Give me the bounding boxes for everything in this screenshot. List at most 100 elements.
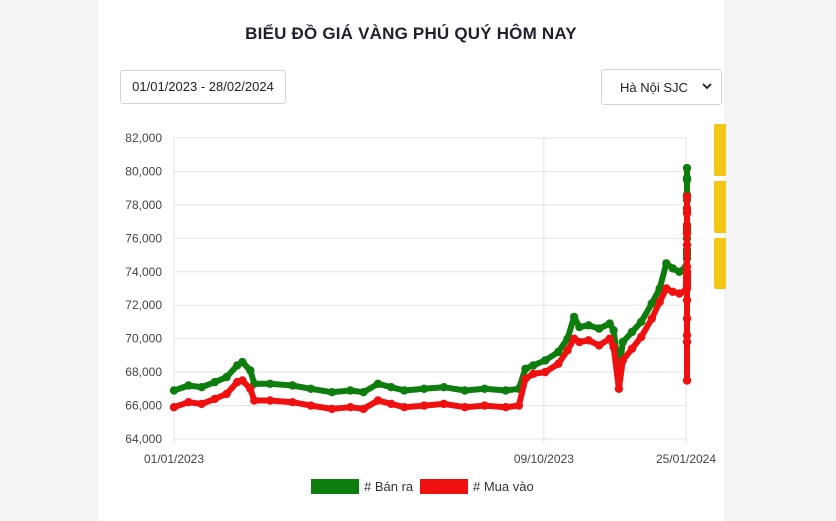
legend-item[interactable]: # Bán ra xyxy=(311,479,414,494)
data-point xyxy=(210,377,219,387)
data-point xyxy=(439,399,448,409)
chevron-down-icon xyxy=(702,83,712,90)
data-point xyxy=(647,299,656,308)
data-point xyxy=(169,403,179,412)
data-point xyxy=(618,337,627,347)
side-tab-1[interactable] xyxy=(714,124,726,176)
y-tick-label: 72,000 xyxy=(125,298,162,312)
data-point xyxy=(682,314,692,323)
data-point xyxy=(627,327,637,337)
y-tick-label: 80,000 xyxy=(125,164,162,178)
data-point xyxy=(662,259,671,268)
data-point xyxy=(373,396,383,405)
data-point xyxy=(594,341,604,350)
data-point xyxy=(682,222,692,231)
data-point xyxy=(529,369,538,378)
data-point xyxy=(682,267,692,276)
data-point xyxy=(575,337,584,347)
data-point xyxy=(222,389,231,399)
data-point xyxy=(584,336,593,345)
data-point xyxy=(554,347,563,357)
y-tick-label: 78,000 xyxy=(125,198,162,212)
y-tick-label: 82,000 xyxy=(125,131,162,145)
data-point xyxy=(460,403,470,412)
data-point xyxy=(584,321,593,330)
data-point xyxy=(594,324,604,333)
data-point xyxy=(655,297,664,307)
data-point xyxy=(682,240,692,250)
data-point xyxy=(682,209,692,218)
data-point xyxy=(675,267,684,276)
data-point xyxy=(306,384,316,393)
data-point xyxy=(265,396,275,405)
legend-label: # Bán ra xyxy=(364,479,414,494)
data-point xyxy=(637,317,646,327)
x-tick-label: 25/01/2024 xyxy=(656,452,716,466)
side-tab-3[interactable] xyxy=(714,238,726,289)
data-point xyxy=(246,384,255,393)
legend-item[interactable]: # Mua vào xyxy=(420,479,534,494)
data-point xyxy=(373,379,383,388)
data-point xyxy=(346,386,355,395)
series-line xyxy=(171,165,690,396)
side-tab-2[interactable] xyxy=(714,181,726,233)
data-point xyxy=(605,334,614,343)
data-point xyxy=(327,388,337,397)
y-tick-label: 66,000 xyxy=(125,399,162,413)
data-point xyxy=(668,287,677,296)
data-point xyxy=(514,401,523,410)
page-title: BIỂU ĐỒ GIÁ VÀNG PHÚ QUÝ HÔM NAY xyxy=(245,24,577,43)
chart-series xyxy=(169,163,692,414)
data-point xyxy=(682,163,692,173)
series-buy xyxy=(169,192,692,414)
location-select-value: Hà Nội SJC xyxy=(620,80,688,95)
data-point xyxy=(529,361,538,370)
data-point xyxy=(387,383,396,392)
chart-legend: # Bán ra # Mua vào xyxy=(311,479,534,494)
data-point xyxy=(210,394,219,404)
data-point xyxy=(541,367,550,377)
legend-label: # Mua vào xyxy=(473,479,534,494)
data-point xyxy=(439,383,448,392)
y-tick-label: 68,000 xyxy=(125,365,162,379)
data-point xyxy=(605,319,614,328)
x-axis: 01/01/2023 09/10/2023 25/01/2024 xyxy=(144,452,716,466)
data-point xyxy=(647,314,656,323)
data-point xyxy=(541,356,550,365)
data-point xyxy=(609,326,618,335)
chart-grid xyxy=(173,137,687,444)
data-point xyxy=(480,401,489,410)
x-tick-label: 09/10/2023 xyxy=(514,452,574,466)
data-point xyxy=(682,175,692,184)
data-point xyxy=(238,376,247,385)
data-point xyxy=(637,332,646,342)
data-point xyxy=(387,399,396,409)
data-point xyxy=(197,383,206,392)
chart-card: BIỂU ĐỒ GIÁ VÀNG PHÚ QUÝ HÔM NAY 01/01/2… xyxy=(98,0,724,521)
data-point xyxy=(238,357,247,367)
data-point xyxy=(359,404,368,414)
data-point xyxy=(184,398,193,407)
data-point xyxy=(563,346,572,355)
data-point xyxy=(400,386,409,395)
location-select[interactable]: Hà Nội SJC xyxy=(601,69,722,105)
x-tick-label: 01/01/2023 xyxy=(144,452,204,466)
data-point xyxy=(400,403,409,412)
y-axis: 64,000 66,000 68,000 70,000 72,000 74,000 76,0… xyxy=(125,131,162,446)
date-range-input[interactable]: 01/01/2023 - 28/02/2024 xyxy=(120,70,286,104)
legend-swatch xyxy=(311,479,359,494)
y-tick-label: 74,000 xyxy=(125,265,162,279)
y-tick-label: 70,000 xyxy=(125,332,162,346)
data-point xyxy=(521,374,530,383)
data-point xyxy=(419,384,429,393)
data-point xyxy=(480,384,489,393)
data-point xyxy=(609,342,618,352)
data-point xyxy=(682,331,692,340)
data-point xyxy=(682,296,692,305)
data-point xyxy=(668,264,677,273)
data-point xyxy=(460,386,470,395)
data-point xyxy=(265,379,275,388)
data-point xyxy=(682,192,692,201)
data-point xyxy=(682,376,692,385)
